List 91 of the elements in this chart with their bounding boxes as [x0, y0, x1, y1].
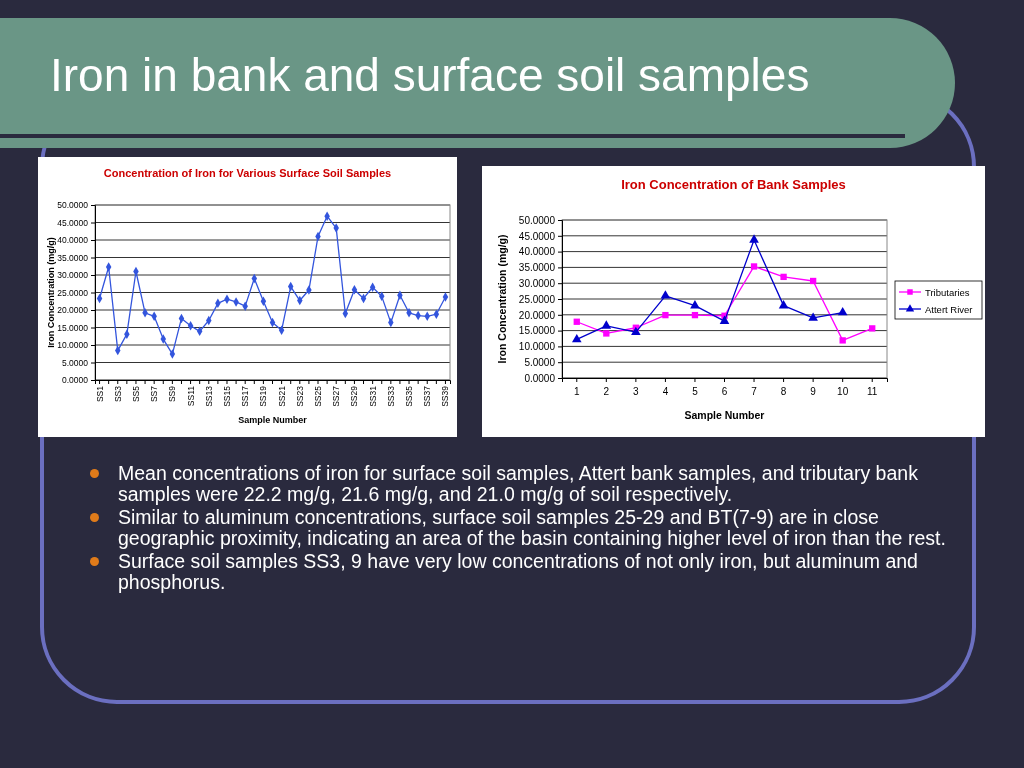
- point: [105, 262, 112, 272]
- point: [691, 311, 699, 319]
- y-tick-label: 50.0000: [57, 200, 89, 211]
- y-tick-label: 20.0000: [57, 305, 89, 316]
- point: [749, 234, 759, 243]
- text: Iron in bank and surface soil samples: [50, 48, 810, 102]
- point: [603, 330, 610, 337]
- x-tick-label: 10: [837, 386, 849, 398]
- point: [660, 290, 671, 299]
- legend-label: Tributaries: [925, 286, 970, 298]
- x-tick-label: SS19: [258, 385, 269, 407]
- x-tick-label: 3: [633, 386, 640, 398]
- point: [869, 325, 876, 332]
- x-tick-label: SS3: [112, 385, 123, 403]
- x-tick-label: SS25: [312, 385, 323, 407]
- x-tick-label: SS5: [130, 385, 141, 403]
- x-tick-label: SS15: [221, 385, 232, 407]
- y-axis-title: Iron Concentration (mg/g): [496, 234, 508, 364]
- y-tick-label: 0.0000: [62, 375, 89, 386]
- y-tick-label: 10.0000: [518, 341, 556, 353]
- legend-label: Attert River: [925, 303, 973, 315]
- x-axis-title: Sample Number: [684, 409, 765, 421]
- x-tick-label: 4: [662, 386, 669, 398]
- y-tick-label: 5.0000: [524, 356, 556, 368]
- point: [780, 273, 787, 281]
- x-tick-label: SS27: [331, 385, 342, 407]
- point: [260, 296, 267, 306]
- point: [169, 349, 176, 359]
- x-tick-label: SS31: [367, 385, 378, 407]
- x-tick-label: SS39: [440, 385, 451, 407]
- x-tick-label: 5: [692, 386, 699, 398]
- x-tick-label: SS7: [149, 385, 160, 403]
- point: [160, 334, 167, 344]
- y-tick-label: 25.0000: [518, 293, 556, 305]
- x-tick-label: SS33: [385, 385, 396, 407]
- y-tick-label: 15.0000: [518, 325, 556, 337]
- x-tick-label: 1: [573, 386, 580, 398]
- point: [442, 292, 449, 302]
- x-tick-label: 11: [867, 386, 878, 398]
- y-tick-label: 30.0000: [57, 270, 89, 281]
- x-tick-label: SS37: [422, 385, 433, 407]
- point: [719, 315, 730, 324]
- y-tick-label: 25.0000: [57, 287, 89, 298]
- point: [631, 326, 641, 335]
- point: [573, 318, 580, 325]
- x-tick-label: SS21: [276, 385, 287, 407]
- y-tick-label: 20.0000: [518, 309, 556, 321]
- point: [571, 333, 582, 343]
- text: Surface soil samples SS3, 9 have very low concentrations of not only iron, but aluminum and phosphorus.: [118, 550, 918, 593]
- x-tick-label: 2: [603, 386, 610, 398]
- point: [837, 307, 848, 316]
- point: [778, 300, 789, 309]
- point: [750, 263, 758, 270]
- x-tick-label: SS13: [203, 385, 214, 407]
- point: [808, 312, 818, 321]
- x-tick-label: SS23: [294, 385, 305, 407]
- chart-title: Concentration of Iron for Various Surface Soil Samples: [103, 167, 392, 179]
- y-tick-label: 5.0000: [62, 357, 89, 368]
- x-tick-label: 9: [810, 386, 817, 398]
- x-tick-label: SS29: [349, 385, 360, 407]
- point: [839, 337, 846, 344]
- point: [601, 320, 612, 329]
- y-tick-label: 0.0000: [524, 372, 556, 384]
- x-tick-label: 6: [721, 386, 728, 398]
- point: [809, 277, 817, 285]
- point: [187, 321, 194, 331]
- point: [662, 311, 669, 319]
- x-tick-label: SS11: [185, 385, 196, 407]
- y-tick-label: 50.0000: [518, 214, 556, 226]
- x-tick-label: 7: [751, 386, 758, 398]
- y-tick-label: 40.0000: [57, 235, 89, 246]
- x-tick-label: SS9: [167, 385, 178, 403]
- y-tick-label: 10.0000: [57, 340, 89, 351]
- text: Similar to aluminum concentrations, surface soil samples 25-29 and BT(7-9) are in close geographic proximity, indicating an area of the basin containing higher level of iron than the rest.: [118, 506, 946, 549]
- y-tick-label: 30.0000: [518, 277, 556, 289]
- text: Mean concentrations of iron for surface soil samples, Attert bank samples, and tributary bank samples were 22.2 mg/g, 21.6 mg/g, and 21.0 mg/g of soil respectively.: [118, 462, 918, 505]
- y-tick-label: 45.0000: [57, 217, 89, 228]
- y-tick-label: 35.0000: [518, 262, 556, 274]
- point: [433, 309, 440, 319]
- y-axis-title: Iron Concentration (mg/g): [46, 237, 56, 348]
- x-tick-label: 8: [780, 386, 787, 398]
- point: [369, 282, 376, 292]
- y-tick-label: 15.0000: [57, 322, 89, 333]
- chart-title: Iron Concentration of Bank Samples: [621, 177, 846, 192]
- x-axis-title: Sample Number: [238, 415, 308, 425]
- y-tick-label: 40.0000: [518, 246, 556, 258]
- y-tick-label: 45.0000: [518, 230, 556, 242]
- x-tick-label: SS35: [404, 385, 415, 407]
- x-tick-label: SS17: [240, 385, 251, 407]
- x-tick-label: SS1: [94, 385, 105, 403]
- y-tick-label: 35.0000: [57, 252, 89, 263]
